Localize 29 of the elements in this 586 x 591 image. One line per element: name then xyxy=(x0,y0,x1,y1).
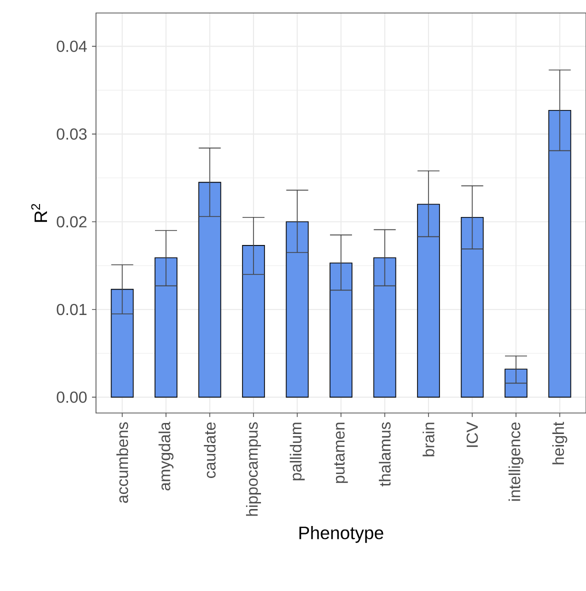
x-tick-label: caudate xyxy=(204,422,216,478)
x-tick-label: hippocampus xyxy=(246,422,261,516)
x-tick-label: pallidum xyxy=(290,422,305,480)
bar xyxy=(417,204,440,398)
y-tick-label: 0.04 xyxy=(56,40,87,52)
bar xyxy=(373,257,396,398)
x-tick-label: thalamus xyxy=(378,422,391,486)
bar xyxy=(286,221,309,398)
x-tick-label: putamen xyxy=(334,422,348,483)
x-tick-label: amygdala xyxy=(158,422,174,490)
x-tick-label: ICV xyxy=(466,422,478,447)
y-tick-label: 0.03 xyxy=(56,128,87,140)
x-tick-label: brain xyxy=(422,422,434,456)
bar xyxy=(504,368,528,398)
x-axis-title: Phenotype xyxy=(299,526,384,543)
bar xyxy=(548,110,572,398)
y-tick-label: 0.02 xyxy=(56,216,86,228)
bar xyxy=(242,245,265,398)
bar xyxy=(110,288,134,398)
y-axis-title: R$^{2}$ xyxy=(31,204,47,222)
y-tick-label: 0.00 xyxy=(56,392,87,403)
bar xyxy=(154,257,178,398)
bar xyxy=(460,216,484,398)
x-tick-label: accumbens xyxy=(116,422,128,503)
bar xyxy=(330,262,352,398)
bar xyxy=(198,182,222,398)
x-tick-label: intelligence xyxy=(508,422,524,501)
x-tick-label: height xyxy=(552,422,568,464)
y-tick-label: 0.01 xyxy=(56,304,86,316)
